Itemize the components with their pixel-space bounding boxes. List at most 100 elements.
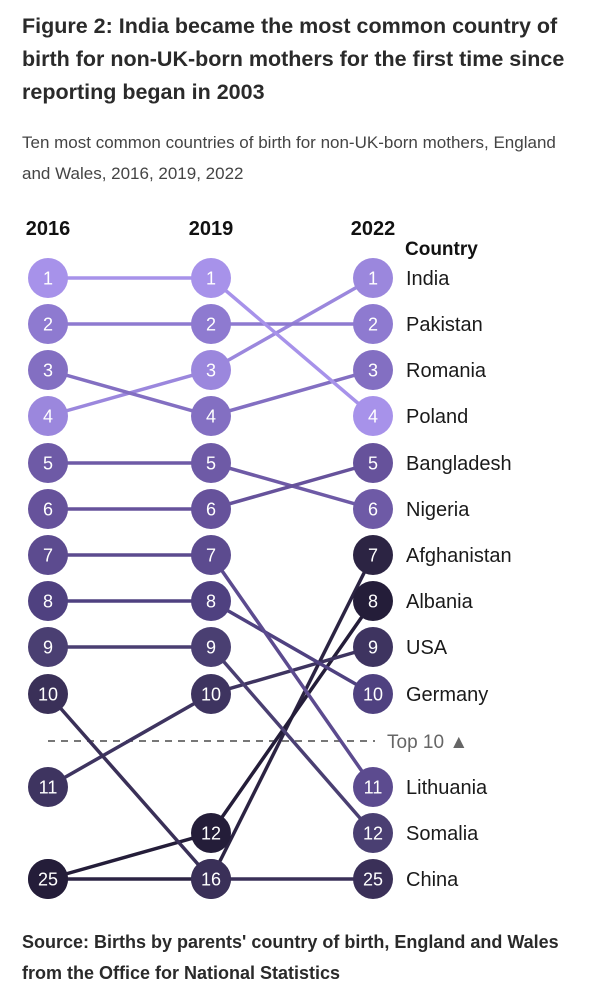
rank-node-india-2016: 4 [28,396,68,436]
rank-label: 9 [206,638,216,658]
rank-marker [28,581,68,621]
rank-label: 1 [43,269,53,289]
rank-label: 25 [38,870,58,890]
rank-node-lithuania-2019: 7 [191,535,231,575]
rank-node-bangladesh-2016: 6 [28,489,68,529]
rank-marker [191,350,231,390]
country-label-albania: Albania [406,591,474,613]
rank-label: 3 [368,361,378,381]
rank-node-albania-2016: 25 [28,859,68,899]
rank-label: 1 [368,269,378,289]
rank-label: 10 [38,685,58,705]
rank-label: 11 [364,778,383,798]
rank-label: 6 [368,500,378,520]
rank-marker [191,396,231,436]
rank-node-albania-2022: 8 [353,581,393,621]
rank-marker [353,396,393,436]
rank-label: 10 [201,685,221,705]
rank-label: 2 [206,315,216,335]
rank-label: 10 [363,685,383,705]
rank-node-poland-2022: 4 [353,396,393,436]
country-label-india: India [406,268,450,290]
rank-label: 4 [43,407,53,427]
rank-node-india-2019: 3 [191,350,231,390]
rank-node-pakistan-2016: 2 [28,304,68,344]
rank-node-bangladesh-2019: 6 [191,489,231,529]
rank-label: 8 [43,592,53,612]
legend-title: Country [405,239,478,260]
rank-label: 7 [368,546,378,566]
rank-node-lithuania-2016: 7 [28,535,68,575]
rank-label: 6 [43,500,53,520]
rank-marker [28,674,68,714]
rank-node-china-2022: 25 [353,859,393,899]
rank-marker [191,489,231,529]
rank-marker [191,258,231,298]
rank-marker [353,581,393,621]
rank-label: 9 [368,638,378,658]
rank-node-afghanistan-2022: 7 [353,535,393,575]
rank-marker [191,627,231,667]
rank-marker [28,535,68,575]
rank-label: 3 [43,361,53,381]
rank-marker [353,258,393,298]
country-label-germany: Germany [406,684,488,706]
rank-marker [28,350,68,390]
rank-node-romania-2019: 4 [191,396,231,436]
rank-node-usa-2022: 9 [353,627,393,667]
rank-marker [191,443,231,483]
rank-marker [28,627,68,667]
year-headers: 2016 2019 2022 [26,218,396,240]
rank-label: 9 [43,638,53,658]
rank-node-china-2016: 10 [28,674,68,714]
rank-node-nigeria-2016: 5 [28,443,68,483]
rank-label: 11 [39,778,58,798]
rank-marker [353,674,393,714]
rank-node-germany-2022: 10 [353,674,393,714]
rank-marker [191,859,231,899]
rank-label: 12 [201,824,221,844]
rank-label: 7 [206,546,216,566]
rank-marker [28,304,68,344]
chart-subtitle: Ten most common countries of birth for n… [22,133,556,183]
rank-nodes: 4312223431145566651515725128111098810771… [28,258,393,899]
rank-node-bangladesh-2022: 5 [353,443,393,483]
rank-label: 8 [368,592,378,612]
rank-marker [353,859,393,899]
chart-title: Figure 2: India became the most common c… [22,14,565,104]
rank-marker [28,489,68,529]
rank-node-germany-2016: 8 [28,581,68,621]
country-label-pakistan: Pakistan [406,314,483,336]
country-label-china: China [406,869,459,891]
rank-node-usa-2016: 11 [28,767,68,807]
rank-node-pakistan-2022: 2 [353,304,393,344]
rank-node-lithuania-2022: 11 [353,767,393,807]
country-label-lithuania: Lithuania [406,777,488,799]
country-label-nigeria: Nigeria [406,499,470,521]
rank-marker [191,813,231,853]
rank-label: 25 [363,870,383,890]
rank-label: 1 [206,269,216,289]
rank-label: 5 [206,454,216,474]
rank-marker [353,350,393,390]
rank-marker [191,304,231,344]
rank-marker [353,489,393,529]
rank-marker [28,443,68,483]
rank-node-somalia-2019: 9 [191,627,231,667]
rank-node-germany-2019: 8 [191,581,231,621]
rank-label: 5 [368,454,378,474]
rank-label: 3 [206,361,216,381]
rank-marker [353,813,393,853]
rank-marker [28,767,68,807]
rank-node-somalia-2016: 9 [28,627,68,667]
rank-label: 4 [368,407,378,427]
rank-node-nigeria-2019: 5 [191,443,231,483]
rank-marker [191,535,231,575]
country-label-poland: Poland [406,406,468,428]
series-line-india [47,276,374,418]
rank-node-poland-2019: 1 [191,258,231,298]
rank-node-nigeria-2022: 6 [353,489,393,529]
rank-label: 2 [43,315,53,335]
rank-marker [28,859,68,899]
country-label-romania: Romania [406,360,487,382]
